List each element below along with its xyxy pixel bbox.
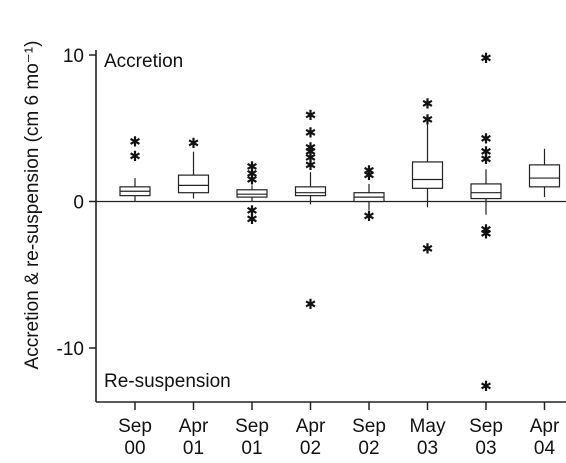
x-tick-label-month: Sep (235, 416, 269, 437)
box-iqr (411, 161, 444, 189)
box-group: ✱✱✱✱✱ (236, 158, 268, 227)
x-tick-label-month: May (410, 416, 446, 437)
box-group (528, 148, 561, 198)
outlier-point: ✱ (422, 95, 434, 111)
outlier-point: ✱ (246, 202, 258, 218)
x-tick-label-month: Sep (469, 416, 503, 437)
outlier-point: ✱ (305, 150, 317, 166)
outlier-point: ✱ (480, 151, 492, 167)
outlier-point: ✱ (480, 221, 492, 237)
outlier-point: ✱ (305, 139, 317, 155)
box-group: ✱✱✱✱✱✱✱ (470, 50, 502, 394)
resuspension-annotation: Re-suspension (104, 371, 231, 392)
y-tick-label: 10 (63, 46, 84, 67)
outlier-point: ✱ (129, 148, 141, 164)
outlier-point: ✱ (129, 133, 141, 149)
x-tick-label-year: 03 (475, 438, 496, 459)
outlier-point: ✱ (480, 378, 492, 394)
x-tick-label-month: Apr (530, 416, 560, 437)
box-iqr (177, 174, 210, 194)
outlier-point: ✱ (188, 135, 200, 151)
box-iqr (470, 183, 502, 200)
x-tick-label-month: Sep (352, 416, 386, 437)
outlier-point: ✱ (480, 144, 492, 160)
box-iqr (294, 186, 327, 197)
outlier-point: ✱ (246, 211, 258, 227)
box-iqr (236, 189, 268, 198)
y-ticks: 10 0 -10 (57, 46, 96, 360)
outlier-point: ✱ (363, 163, 375, 179)
y-tick-label: -10 (57, 339, 84, 360)
outlier-point: ✱ (305, 125, 317, 141)
outlier-point: ✱ (246, 166, 258, 182)
outlier-point: ✱ (305, 144, 317, 160)
x-tick-label-year: 00 (124, 438, 145, 459)
outlier-point: ✱ (422, 111, 434, 127)
outlier-point: ✱ (363, 167, 375, 183)
outlier-point: ✱ (480, 226, 492, 242)
x-tick-label-year: 01 (183, 438, 204, 459)
x-tick-label-month: Apr (179, 416, 209, 437)
box-group: ✱✱✱ (353, 163, 385, 224)
outlier-point: ✱ (246, 158, 258, 174)
box-group: ✱✱✱✱✱✱✱ (294, 107, 327, 312)
accretion-annotation: Accretion (104, 51, 183, 72)
box-group: ✱✱ (119, 133, 151, 202)
outlier-point: ✱ (246, 172, 258, 188)
x-tick-label-year: 02 (300, 438, 321, 459)
x-tick-label-month: Apr (296, 416, 326, 437)
outlier-point: ✱ (305, 107, 317, 123)
x-tick-label-year: 04 (534, 438, 556, 459)
outlier-point: ✱ (422, 240, 434, 256)
x-tick-label-year: 02 (358, 438, 379, 459)
x-tick-label-year: 03 (417, 438, 438, 459)
box-group: ✱✱✱ (411, 95, 444, 256)
x-tick-label-month: Sep (118, 416, 152, 437)
outlier-point: ✱ (363, 208, 375, 224)
outlier-point: ✱ (480, 131, 492, 147)
box-group: ✱ (177, 135, 210, 199)
outlier-point: ✱ (480, 50, 492, 66)
x-tick-label-year: 01 (241, 438, 262, 459)
y-axis-label: Accretion & re-suspension (cm 6 mo⁻¹) (22, 41, 43, 370)
box-series: ✱✱✱✱✱✱✱✱✱✱✱✱✱✱✱✱✱✱✱✱✱✱✱✱✱✱✱✱ (119, 50, 561, 394)
outlier-point: ✱ (305, 296, 317, 312)
y-tick-label: 0 (73, 193, 84, 214)
outlier-point: ✱ (305, 157, 317, 173)
box-iqr (528, 164, 561, 188)
